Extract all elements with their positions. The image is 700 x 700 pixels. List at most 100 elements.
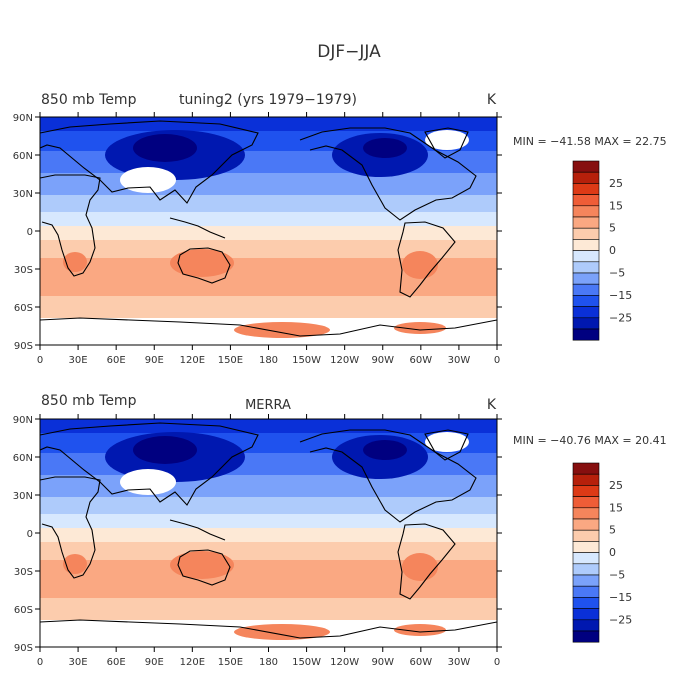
coast-2-maritime-continent	[169, 519, 226, 541]
coast-1-antarctica	[40, 317, 497, 337]
map-2-band-10s	[40, 542, 497, 560]
lat-tick-label: 60S	[14, 303, 33, 314]
colorbar-swatch	[572, 462, 600, 475]
lon-tick-label: 0	[494, 355, 500, 366]
lon-tick-label: 90E	[145, 657, 164, 668]
colorbar-swatch	[572, 194, 600, 207]
map-1-warm-antarctica-west	[234, 322, 330, 338]
panel-1-lon-ticks: 0 30E 60E 90E 120E 150E 180 150W 120W 90W 60W 30W 0	[37, 112, 500, 366]
lon-tick-label: 120E	[180, 657, 205, 668]
colorbar-swatch	[572, 216, 600, 229]
lat-tick-label: 30S	[14, 567, 33, 578]
map-1-band-10s	[40, 240, 497, 258]
map-2-band-55s	[40, 598, 497, 620]
lon-tick-label: 120E	[180, 355, 205, 366]
map-2-warm-antarctica-east	[394, 624, 446, 636]
map-1-band-55s	[40, 296, 497, 318]
colorbar-swatch	[572, 574, 600, 587]
lon-tick-label: 150E	[218, 355, 243, 366]
panel-1-center-title: tuning2 (yrs 1979−1979)	[179, 92, 357, 108]
lat-tick-label: 30N	[13, 189, 33, 200]
panel-1-left-title: 850 mb Temp	[41, 92, 137, 108]
map-2-missing-greenland	[425, 432, 469, 452]
panel-2-coastlines	[40, 422, 497, 639]
colorbar-swatch	[572, 496, 600, 509]
colorbar-label: −25	[609, 613, 632, 626]
colorbar-swatch	[572, 261, 600, 274]
lat-tick-label: 60N	[13, 453, 33, 464]
lon-tick-label: 150W	[292, 657, 321, 668]
lat-tick-label: 0	[27, 529, 33, 540]
panel-1-coastlines	[40, 120, 497, 337]
coast-2-eurasia	[40, 422, 259, 506]
coast-2-greenland	[424, 429, 469, 461]
colorbar-swatch	[572, 272, 600, 285]
lon-tick-label: 120W	[330, 355, 359, 366]
lon-tick-label: 180	[259, 355, 278, 366]
map-1-band-20n	[40, 195, 497, 212]
lon-tick-label: 30W	[448, 657, 471, 668]
lon-tick-label: 60W	[410, 355, 433, 366]
colorbar-label: −25	[609, 311, 632, 324]
lat-tick-label: 30S	[14, 265, 33, 276]
colorbar-swatch	[572, 507, 600, 520]
map-2-cold-siberia	[133, 436, 197, 464]
colorbar-swatch	[572, 485, 600, 497]
colorbar-swatch	[572, 250, 600, 263]
panel-1-units: K	[487, 92, 497, 108]
colorbar-swatch	[572, 608, 600, 621]
panel-2-left-title: 850 mb Temp	[41, 393, 137, 409]
map-1-missing-greenland	[425, 130, 469, 150]
colorbar-swatch	[572, 619, 600, 632]
map-2-band-10n	[40, 514, 497, 528]
coast-2-south-america	[397, 523, 456, 600]
colorbar-swatch	[572, 306, 600, 319]
lon-tick-label: 90W	[371, 657, 394, 668]
lon-tick-label: 0	[37, 657, 43, 668]
coast-2-africa	[40, 476, 101, 579]
map-2-warm-australia	[170, 551, 234, 579]
lon-tick-label: 90E	[145, 355, 164, 366]
coast-1-africa	[40, 174, 101, 277]
map-2-missing-tibet	[120, 469, 176, 495]
colorbar-swatch	[572, 317, 600, 330]
map-1-warm-south-africa	[63, 252, 87, 272]
lon-tick-label: 60W	[410, 657, 433, 668]
colorbar-swatch	[572, 283, 600, 296]
panel-2: 850 mb Temp MERRA K MIN = −40.76 MAX = 2…	[13, 393, 667, 668]
lon-tick-label: 180	[259, 657, 278, 668]
colorbar-swatch	[572, 541, 600, 553]
panel-2-lat-ticks: 90N 60N 30N 0 30S 60S 90S	[13, 415, 502, 654]
colorbar-swatch	[572, 473, 600, 486]
colorbar-label: −5	[609, 569, 625, 582]
colorbar-swatch	[572, 518, 600, 531]
colorbar-swatch	[572, 529, 600, 542]
lon-tick-label: 30W	[448, 355, 471, 366]
map-1-cold-siberia	[133, 134, 197, 162]
lon-tick-label: 30E	[69, 355, 88, 366]
colorbar-swatch	[572, 552, 600, 565]
colorbar-label: 15	[609, 199, 623, 212]
colorbar-swatch	[572, 205, 600, 218]
lon-tick-label: 120W	[330, 657, 359, 668]
lon-tick-label: 90W	[371, 355, 394, 366]
colorbar-label: −15	[609, 289, 632, 302]
coast-1-australia	[177, 247, 231, 284]
map-1-band-10n	[40, 212, 497, 226]
colorbar-swatch	[572, 171, 600, 184]
lon-tick-label: 60E	[107, 355, 126, 366]
colorbar-label: 25	[609, 177, 623, 190]
coast-1-greenland	[424, 127, 469, 159]
colorbar-swatch	[572, 160, 600, 173]
map-1-missing-tibet	[120, 167, 176, 193]
map-2-band-0	[40, 528, 497, 542]
panel-1-colorbar: 25 15 5 0 −5 −15 −25	[572, 160, 632, 341]
lat-tick-label: 30N	[13, 491, 33, 502]
map-2-warm-south-africa	[63, 554, 87, 574]
colorbar-swatch	[572, 630, 600, 643]
colorbar-swatch	[572, 227, 600, 240]
lon-tick-label: 150E	[218, 657, 243, 668]
panel-2-stats: MIN = −40.76 MAX = 20.41	[513, 434, 667, 447]
panel-1-lat-ticks: 90N 60N 30N 0 30S 60S 90S	[13, 113, 502, 352]
map-1-warm-antarctica-east	[394, 322, 446, 334]
